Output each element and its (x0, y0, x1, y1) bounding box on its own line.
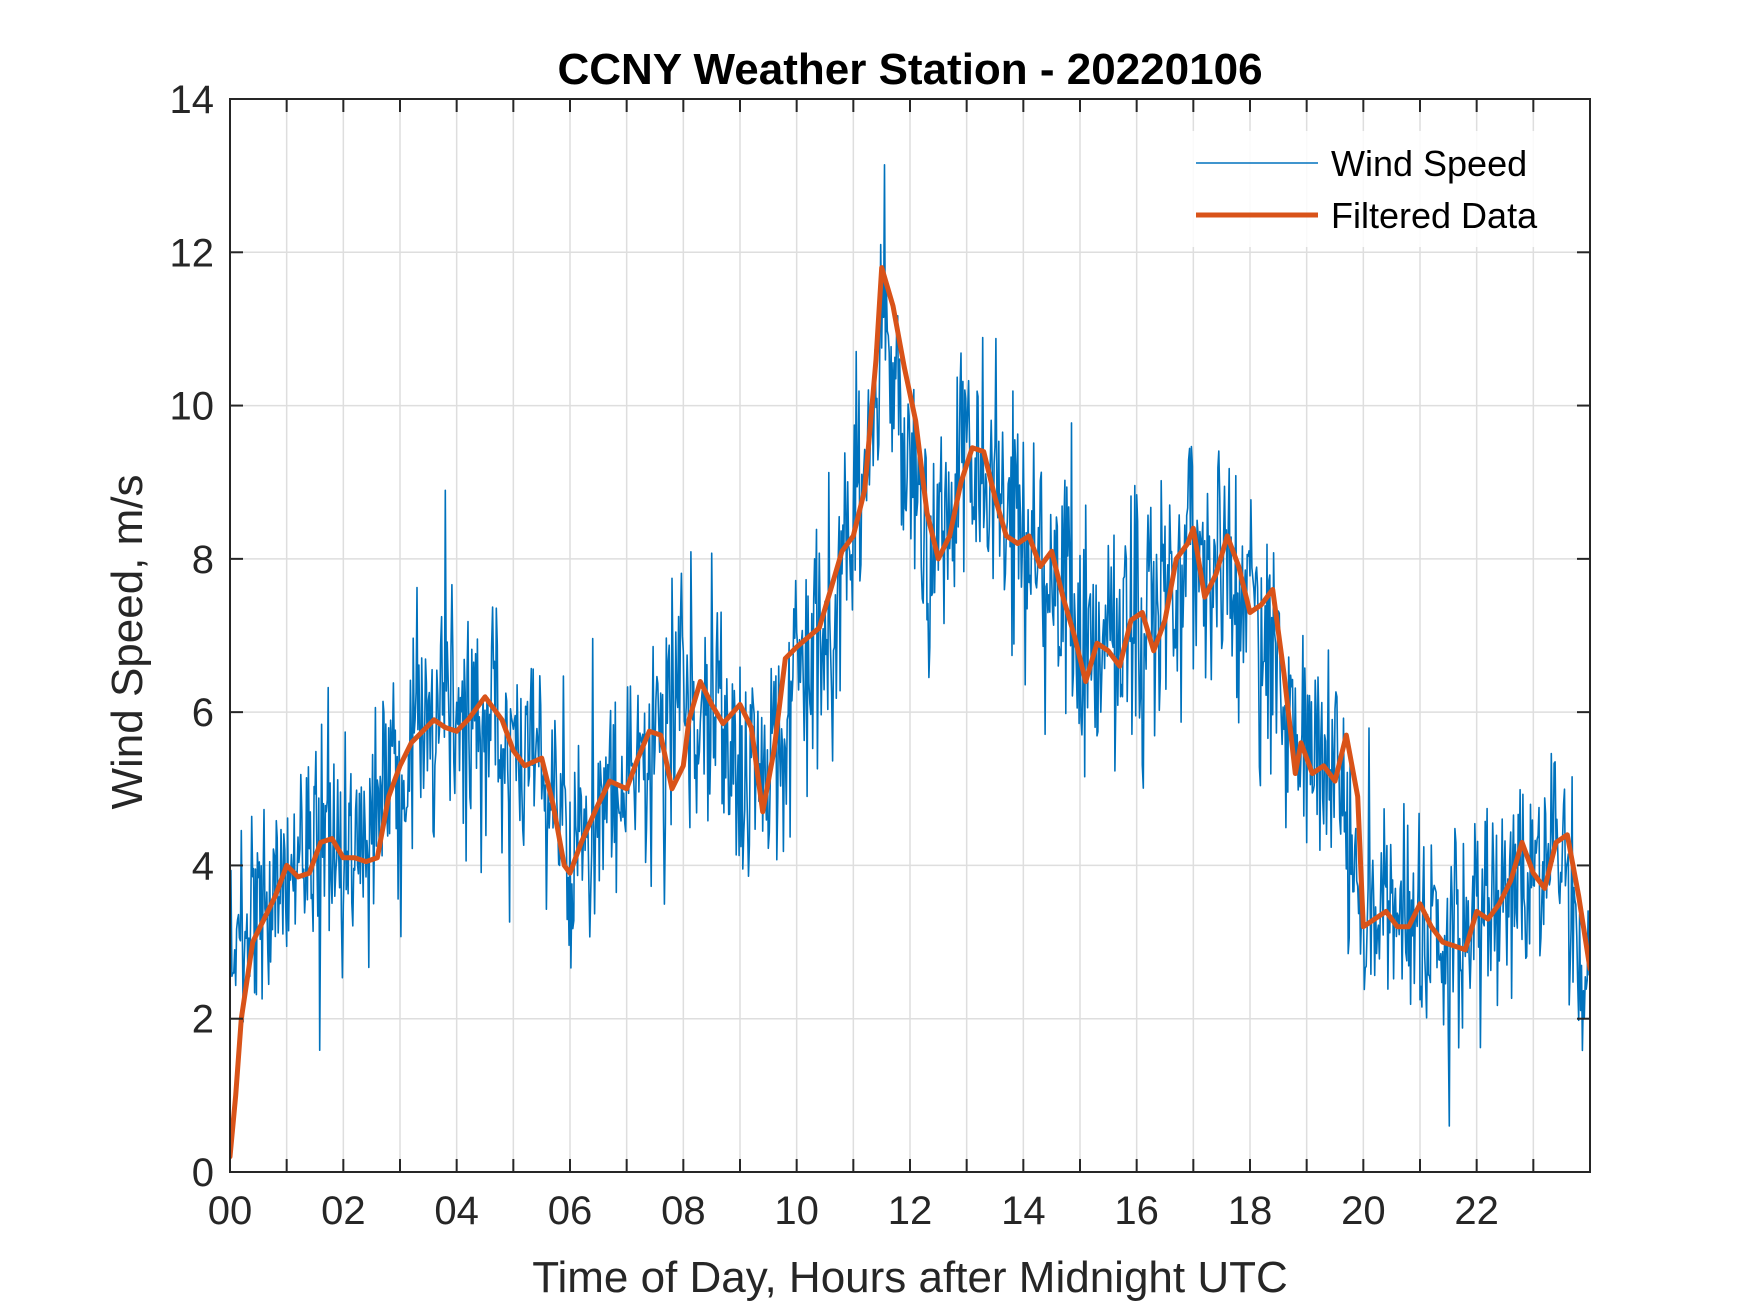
y-tick-label: 0 (192, 1151, 214, 1195)
legend-label-wind-speed: Wind Speed (1331, 143, 1527, 184)
legend-box (1188, 131, 1548, 247)
x-tick-label: 14 (1001, 1189, 1046, 1233)
x-axis-ticks: 00 02 04 06 08 10 12 14 16 18 20 22 (208, 99, 1535, 1233)
x-tick-label: 06 (548, 1189, 593, 1233)
x-tick-label: 10 (774, 1189, 819, 1233)
series-layer (230, 164, 1590, 1160)
x-tick-label: 16 (1114, 1189, 1159, 1233)
x-tick-label: 00 (208, 1189, 253, 1233)
x-tick-label: 04 (434, 1189, 479, 1233)
x-tick-label: 22 (1454, 1189, 1499, 1233)
x-tick-label: 18 (1228, 1189, 1273, 1233)
y-axis-ticks: 0 2 4 6 8 10 12 14 (170, 78, 1590, 1195)
y-axis-label: Wind Speed, m/s (103, 474, 152, 809)
y-tick-label: 6 (192, 691, 214, 735)
legend: Wind Speed Filtered Data (1188, 131, 1548, 247)
x-tick-label: 12 (888, 1189, 933, 1233)
x-tick-label: 02 (321, 1189, 366, 1233)
series-line-filtered-data (230, 265, 1590, 1160)
y-tick-label: 12 (170, 231, 215, 275)
y-tick-label: 8 (192, 538, 214, 582)
x-tick-label: 20 (1341, 1189, 1386, 1233)
y-tick-label: 4 (192, 844, 214, 888)
y-tick-label: 14 (170, 78, 215, 122)
y-tick-label: 10 (170, 385, 215, 429)
x-tick-label: 08 (661, 1189, 706, 1233)
x-axis-label: Time of Day, Hours after Midnight UTC (532, 1253, 1288, 1302)
chart-title: CCNY Weather Station - 20220106 (557, 45, 1262, 94)
legend-label-filtered-data: Filtered Data (1331, 195, 1538, 236)
y-tick-label: 2 (192, 998, 214, 1042)
